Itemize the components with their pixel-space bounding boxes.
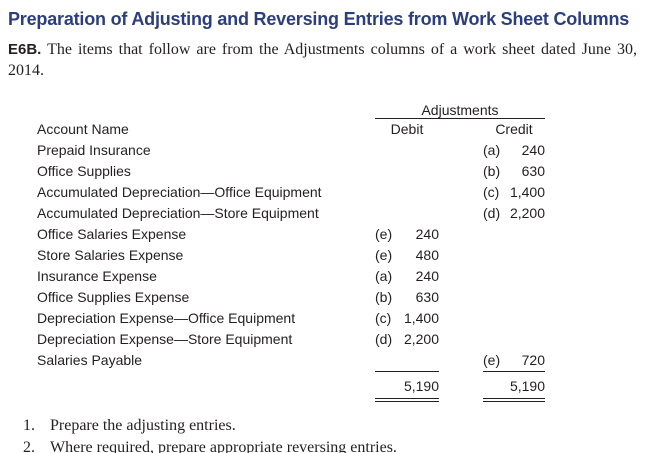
credit-ref: (a)	[483, 141, 501, 158]
account-name: Store Salaries Expense	[37, 246, 184, 263]
account-name: Insurance Expense	[37, 267, 157, 284]
credit-ref	[483, 329, 509, 350]
credit-total: 5,190	[483, 370, 545, 402]
debit-ref	[375, 203, 401, 224]
credit-amount: 240	[521, 141, 545, 158]
debit-ref	[375, 350, 401, 372]
credit-amount: 630	[521, 162, 545, 179]
table-row: Office Salaries Expense (e) 240	[37, 224, 545, 245]
credit-amount	[509, 224, 545, 245]
table-body: Prepaid Insurance (a) 240 Office Supplie…	[37, 140, 545, 372]
table-row: Depreciation Expense—Office Equipment (c…	[37, 308, 545, 329]
credit-amount	[509, 245, 545, 266]
exercise-intro: E6B. The items that follow are from the …	[8, 39, 637, 81]
debit-amount	[401, 161, 439, 182]
account-name: Accumulated Depreciation—Store Equipment	[37, 204, 319, 221]
credit-ref	[483, 287, 509, 308]
table-row: Store Salaries Expense (e) 480	[37, 245, 545, 266]
account-name: Office Supplies	[37, 162, 131, 179]
debit-amount: 1,400	[403, 309, 439, 326]
credit-ref	[483, 308, 509, 329]
credit-amount: 720	[521, 351, 545, 368]
debit-amount: 240	[415, 267, 439, 284]
exercise-text: The items that follow are from the Adjus…	[8, 41, 637, 79]
column-header-account: Account Name	[37, 120, 129, 137]
debit-ref	[375, 182, 401, 203]
credit-amount: 1,400	[509, 183, 545, 200]
credit-ref: (e)	[483, 351, 501, 368]
debit-amount	[401, 140, 439, 161]
instructions-list: 1. Prepare the adjusting entries. 2. Whe…	[23, 415, 637, 453]
adjustments-table: Adjustments Account Name Debit Credit Pr…	[37, 97, 545, 402]
list-item: 2. Where required, prepare appropriate r…	[23, 437, 637, 453]
account-name: Accumulated Depreciation—Office Equipmen…	[37, 183, 322, 200]
account-name: Depreciation Expense—Store Equipment	[37, 330, 293, 347]
table-row: Insurance Expense (a) 240	[37, 266, 545, 287]
debit-ref	[375, 161, 401, 182]
account-name: Office Supplies Expense	[37, 288, 190, 305]
credit-ref	[483, 224, 509, 245]
debit-ref: (e)	[375, 225, 393, 242]
table-row: Depreciation Expense—Store Equipment (d)…	[37, 329, 545, 350]
column-header-debit: Debit	[390, 120, 424, 137]
debit-amount	[401, 203, 439, 224]
debit-ref: (d)	[375, 330, 393, 347]
credit-amount: 2,200	[509, 204, 545, 221]
debit-ref: (a)	[375, 267, 393, 284]
instruction-number: 1.	[23, 416, 35, 434]
credit-amount	[509, 329, 545, 350]
table-row: Accumulated Depreciation—Office Equipmen…	[37, 182, 545, 203]
credit-ref	[483, 266, 509, 287]
credit-amount	[509, 266, 545, 287]
totals-row: 5,190 5,190	[37, 370, 545, 402]
table-row: Salaries Payable (e) 720	[37, 350, 545, 372]
credit-ref: (b)	[483, 162, 501, 179]
debit-total: 5,190	[375, 370, 439, 402]
instruction-text: Prepare the adjusting entries.	[50, 416, 236, 434]
debit-amount: 630	[415, 288, 439, 305]
credit-amount	[509, 287, 545, 308]
column-header-credit: Credit	[495, 120, 533, 137]
adjustments-group-header: Adjustments	[375, 97, 545, 119]
account-name: Salaries Payable	[37, 352, 143, 368]
page-title: Preparation of Adjusting and Reversing E…	[8, 9, 630, 29]
credit-amount	[509, 308, 545, 329]
account-name: Depreciation Expense—Office Equipment	[37, 309, 296, 326]
debit-amount	[401, 182, 439, 203]
debit-ref	[375, 140, 401, 161]
instruction-text: Where required, prepare appropriate reve…	[50, 438, 397, 453]
column-header-row: Account Name Debit Credit	[37, 118, 545, 140]
debit-amount: 480	[415, 246, 439, 263]
table-row: Office Supplies (b) 630	[37, 161, 545, 182]
table-row: Prepaid Insurance (a) 240	[37, 140, 545, 161]
debit-amount: 2,200	[403, 330, 439, 347]
debit-amount	[401, 350, 439, 372]
table-row: Accumulated Depreciation—Store Equipment…	[37, 203, 545, 224]
group-header-row: Adjustments	[37, 97, 545, 119]
table-row: Office Supplies Expense (b) 630	[37, 287, 545, 308]
debit-amount: 240	[415, 225, 439, 242]
instruction-number: 2.	[23, 438, 35, 453]
credit-ref: (d)	[483, 204, 501, 221]
credit-ref: (c)	[483, 183, 500, 200]
debit-ref: (e)	[375, 246, 393, 263]
exercise-number: E6B.	[8, 41, 42, 58]
account-name: Prepaid Insurance	[37, 141, 151, 158]
debit-ref: (c)	[375, 309, 392, 326]
credit-ref	[483, 245, 509, 266]
account-name: Office Salaries Expense	[37, 225, 187, 242]
list-item: 1. Prepare the adjusting entries.	[23, 415, 637, 437]
debit-ref: (b)	[375, 288, 393, 305]
